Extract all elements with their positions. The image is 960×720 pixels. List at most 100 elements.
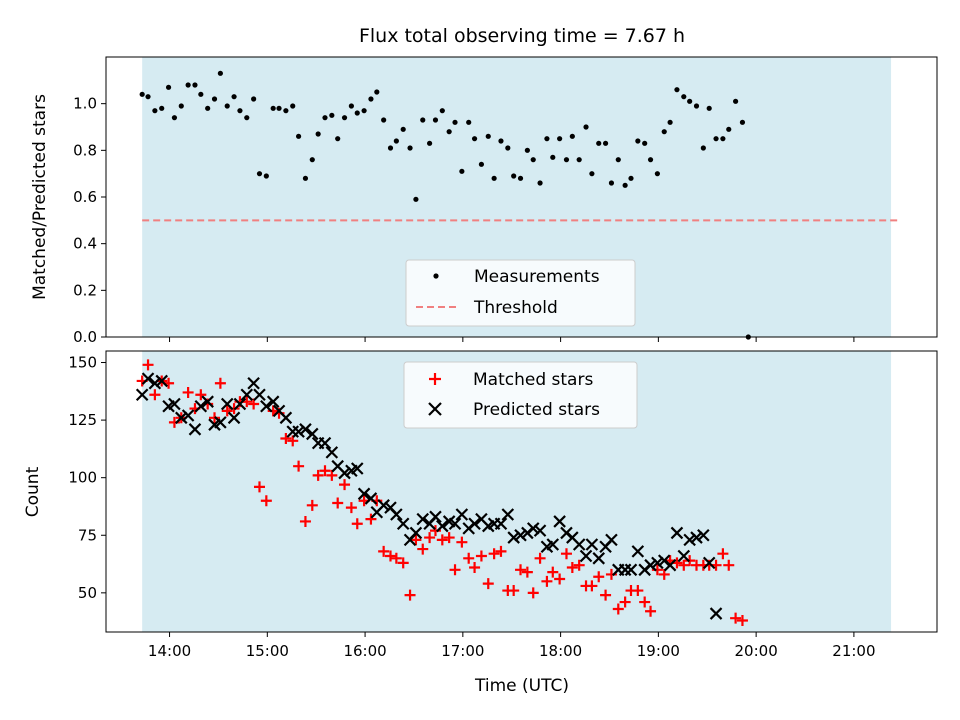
predicted-star-point [697, 528, 710, 542]
bottom-y-tick-label: 75 [78, 526, 97, 544]
matched-star-point [645, 605, 657, 617]
bottom-y-ticks: 50 75 100 125 150 [68, 354, 106, 602]
matched-star-point [142, 359, 154, 371]
measurement-point [361, 108, 367, 114]
predicted-star-point [663, 558, 677, 572]
matched-star-point [306, 499, 318, 511]
measurement-point [413, 196, 419, 202]
matched-star-point [280, 433, 292, 445]
matched-star-point [658, 568, 670, 580]
measurement-point [165, 84, 172, 90]
matched-star-point [404, 589, 416, 601]
matched-star-point [463, 552, 475, 564]
measurement-point [576, 157, 582, 163]
predicted-star-point [240, 388, 254, 402]
matched-star-point [182, 386, 194, 398]
predicted-star-point [396, 517, 410, 531]
measurement-point [341, 115, 348, 121]
predicted-star-point [514, 528, 527, 542]
measurement-point [276, 105, 282, 111]
matched-star-point [312, 469, 324, 481]
measurement-point [159, 105, 165, 111]
matched-star-point [253, 481, 265, 493]
legend-threshold-label: Threshold [473, 298, 558, 318]
measurement-point [733, 98, 739, 104]
measurement-point [439, 108, 445, 114]
predicted-star-point [292, 425, 305, 438]
predicted-star-point [253, 388, 266, 402]
matched-star-point [319, 465, 331, 477]
matched-star-point [639, 596, 651, 608]
measurement-point [589, 171, 595, 177]
legend-measurements-label: Measurements [474, 267, 600, 287]
matched-star-point [736, 614, 748, 626]
measurement-point [681, 94, 687, 100]
matched-star-point [566, 562, 578, 574]
measurement-point [237, 108, 243, 114]
measurement-point [224, 103, 230, 109]
bottom-legend: Matched stars Predicted stars [403, 361, 638, 429]
predicted-star-point [631, 545, 645, 558]
measurement-point [354, 110, 360, 116]
measurement-point [302, 175, 309, 181]
matched-star-point [560, 548, 572, 560]
matched-star-point [299, 515, 311, 527]
measurement-point [381, 117, 387, 123]
predicted-star-point [299, 423, 312, 436]
predicted-star-point [702, 556, 716, 570]
predicted-points [135, 372, 723, 620]
matched-star-point [456, 536, 468, 548]
legend-predicted-marker [428, 402, 442, 416]
x-tick-label: 14:00 [148, 642, 191, 660]
matched-star-point [365, 513, 377, 525]
top-legend-box [405, 259, 636, 327]
measurement-point [622, 182, 628, 188]
legend-matched-label: Matched stars [473, 370, 593, 390]
measurement-point [198, 91, 204, 97]
measurement-point [739, 119, 746, 125]
top-y-tick-label: 0.4 [73, 235, 97, 253]
measurement-point [530, 157, 536, 163]
matched-star-point [730, 612, 742, 624]
predicted-star-point [377, 499, 390, 512]
matched-star-point [449, 564, 461, 576]
predicted-star-point [709, 607, 723, 620]
measurement-point [647, 157, 654, 163]
matched-star-point [488, 548, 500, 560]
predicted-star-point [416, 512, 430, 526]
measurement-point [452, 119, 458, 125]
measurement-point [283, 108, 289, 114]
measurement-point [511, 173, 517, 179]
measurement-point [211, 96, 218, 102]
bottom-y-axis-label: Count [23, 466, 43, 517]
matched-star-point [612, 603, 624, 615]
predicted-star-point [168, 397, 181, 411]
measurement-point [602, 140, 609, 146]
matched-star-point [508, 585, 520, 597]
matched-star-point [326, 469, 338, 481]
matched-star-point [397, 557, 409, 569]
measurement-point [407, 145, 413, 151]
measurement-point [667, 119, 673, 125]
predicted-star-point [546, 538, 560, 551]
predicted-star-point [448, 517, 462, 531]
predicted-star-point [135, 388, 149, 402]
matched-star-point [443, 532, 455, 544]
matched-star-point [424, 532, 436, 544]
predicted-star-point [585, 538, 599, 551]
predicted-star-point [494, 517, 508, 531]
measurement-point [720, 136, 726, 142]
matched-star-point [214, 377, 226, 389]
matched-star-point [260, 495, 272, 507]
measurement-point [348, 103, 354, 109]
matched-star-point [475, 550, 487, 562]
measurement-point [563, 157, 570, 163]
predicted-star-point [357, 487, 371, 501]
matched-star-point [600, 589, 612, 601]
bottom-x-ticks: 14:00 15:00 16:00 17:00 18:00 19:00 20:00 21:00 [148, 632, 876, 660]
matched-star-point [410, 534, 422, 546]
predicted-star-point [553, 515, 566, 528]
matched-star-point [384, 550, 396, 562]
measurement-point [178, 103, 184, 109]
